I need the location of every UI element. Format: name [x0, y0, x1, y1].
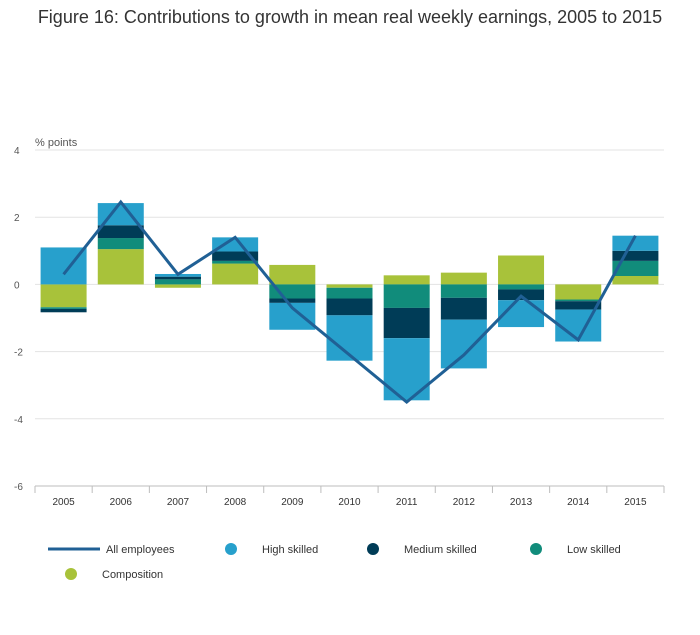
y-axis-label: % points — [35, 137, 78, 149]
bar-low-skilled-2013 — [498, 284, 545, 290]
bar-composition-2013 — [498, 255, 545, 285]
x-tick-label-2007: 2007 — [167, 497, 190, 508]
bar-low-skilled-2008 — [212, 260, 259, 264]
legend-symbol-high-skilled — [225, 543, 237, 555]
bar-composition-2009 — [269, 264, 316, 285]
x-tick-label-2006: 2006 — [110, 497, 133, 508]
bar-composition-2005 — [40, 284, 87, 308]
legend-label-high-skilled: High skilled — [262, 544, 318, 556]
bar-medium-skilled-2010 — [326, 298, 373, 316]
bar-medium-skilled-2006 — [97, 225, 144, 239]
legend-label-all-employees: All employees — [106, 544, 175, 556]
bar-high-skilled-2011 — [383, 338, 430, 401]
y-tick-label-2: 2 — [14, 213, 20, 224]
x-tick-label-2008: 2008 — [224, 497, 247, 508]
bar-medium-skilled-2011 — [383, 307, 430, 339]
bar-composition-2007 — [154, 284, 201, 288]
bar-composition-2010 — [326, 284, 373, 288]
y-tick-label-0: 0 — [14, 280, 20, 291]
legend-symbol-composition — [65, 568, 77, 580]
x-tick-label-2012: 2012 — [453, 497, 476, 508]
bar-medium-skilled-2008 — [212, 251, 259, 261]
bar-high-skilled-2015 — [612, 235, 659, 251]
bar-medium-skilled-2014 — [555, 301, 602, 310]
bar-low-skilled-2006 — [97, 238, 144, 250]
bar-composition-2008 — [212, 263, 259, 285]
x-tick-label-2015: 2015 — [624, 497, 647, 508]
y-tick-label--6: -6 — [14, 482, 23, 493]
x-tick-label-2005: 2005 — [52, 497, 75, 508]
legend-label-low-skilled: Low skilled — [567, 544, 621, 556]
y-tick-label--4: -4 — [14, 415, 23, 426]
bar-medium-skilled-2007 — [154, 276, 201, 280]
bar-low-skilled-2007 — [154, 279, 201, 285]
line-all-employees — [62, 199, 637, 404]
bar-composition-2012 — [440, 272, 487, 285]
bar-low-skilled-2012 — [440, 284, 487, 298]
bar-low-skilled-2010 — [326, 287, 373, 299]
y-tick-label--2: -2 — [14, 348, 23, 359]
bar-high-skilled-2006 — [97, 203, 144, 226]
bar-composition-2014 — [555, 284, 602, 300]
x-tick-label-2011: 2011 — [396, 497, 418, 508]
bar-composition-2006 — [97, 249, 144, 285]
x-tick-label-2013: 2013 — [510, 497, 533, 508]
bar-low-skilled-2015 — [612, 260, 659, 276]
x-tick-label-2014: 2014 — [567, 497, 590, 508]
bar-high-skilled-2008 — [212, 237, 259, 252]
bar-medium-skilled-2005 — [40, 308, 87, 313]
bar-medium-skilled-2009 — [269, 298, 316, 303]
bar-medium-skilled-2015 — [612, 250, 659, 261]
legend-symbol-low-skilled — [530, 543, 542, 555]
y-tick-label-4: 4 — [14, 146, 20, 157]
bar-composition-2015 — [612, 276, 659, 285]
bar-low-skilled-2011 — [383, 284, 430, 308]
legend-label-composition: Composition — [102, 569, 163, 581]
legend-label-medium-skilled: Medium skilled — [404, 544, 477, 556]
bar-low-skilled-2005 — [40, 307, 87, 309]
bar-medium-skilled-2012 — [440, 297, 487, 320]
bar-composition-2011 — [383, 275, 430, 285]
x-tick-label-2009: 2009 — [281, 497, 304, 508]
bar-low-skilled-2014 — [555, 299, 602, 302]
x-tick-label-2010: 2010 — [338, 497, 361, 508]
bar-high-skilled-2012 — [440, 319, 487, 369]
legend-symbol-medium-skilled — [367, 543, 379, 555]
chart-title: Figure 16: Contributions to growth in me… — [37, 7, 663, 27]
